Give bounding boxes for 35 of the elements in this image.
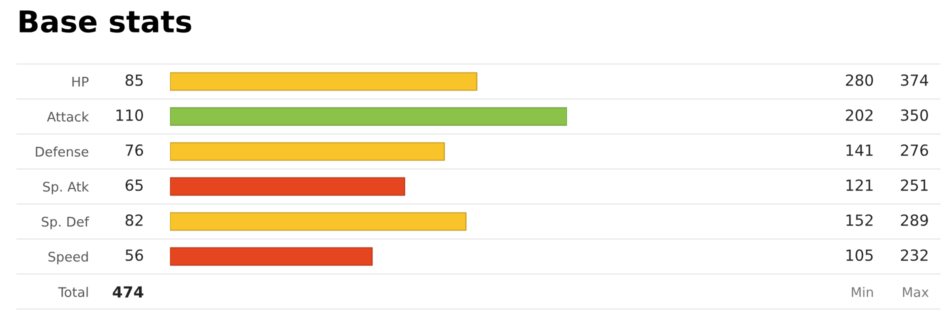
bar <box>170 72 478 91</box>
y-tick-label: Attack <box>46 111 89 122</box>
data-label: 202 <box>846 109 872 121</box>
data-label: 110 <box>116 109 143 121</box>
data-label: 276 <box>900 144 928 156</box>
data-label: 152 <box>846 214 872 226</box>
data-label: 280 <box>846 74 873 86</box>
data-label: 82 <box>126 214 142 226</box>
bar <box>170 177 406 196</box>
text: Total <box>58 286 88 298</box>
bar <box>170 142 445 161</box>
data-label: 85 <box>126 74 143 86</box>
chart-title: Base stats <box>20 10 192 33</box>
y-tick-label: Defense <box>36 146 88 157</box>
bar <box>170 107 567 126</box>
data-label: 350 <box>901 109 928 121</box>
y-tick-label: HP <box>72 76 89 87</box>
y-tick-label: Speed <box>48 251 88 264</box>
data-label: 374 <box>901 74 928 86</box>
y-tick-label: Sp. Atk <box>43 181 89 194</box>
data-label: 251 <box>900 179 928 191</box>
data-label: 76 <box>126 144 144 156</box>
data-label: 56 <box>126 249 144 261</box>
text: 474 <box>112 286 144 298</box>
text: Max <box>903 287 929 298</box>
data-label: 65 <box>126 179 143 191</box>
data-label: 105 <box>846 249 873 261</box>
data-label: 232 <box>900 249 928 261</box>
bar <box>170 247 373 266</box>
text: Min <box>852 286 873 297</box>
data-label: 289 <box>900 214 928 226</box>
data-label: 141 <box>846 144 873 156</box>
bar <box>170 212 466 231</box>
y-tick-label: Sp. Def <box>42 216 90 230</box>
data-label: 121 <box>846 179 873 191</box>
